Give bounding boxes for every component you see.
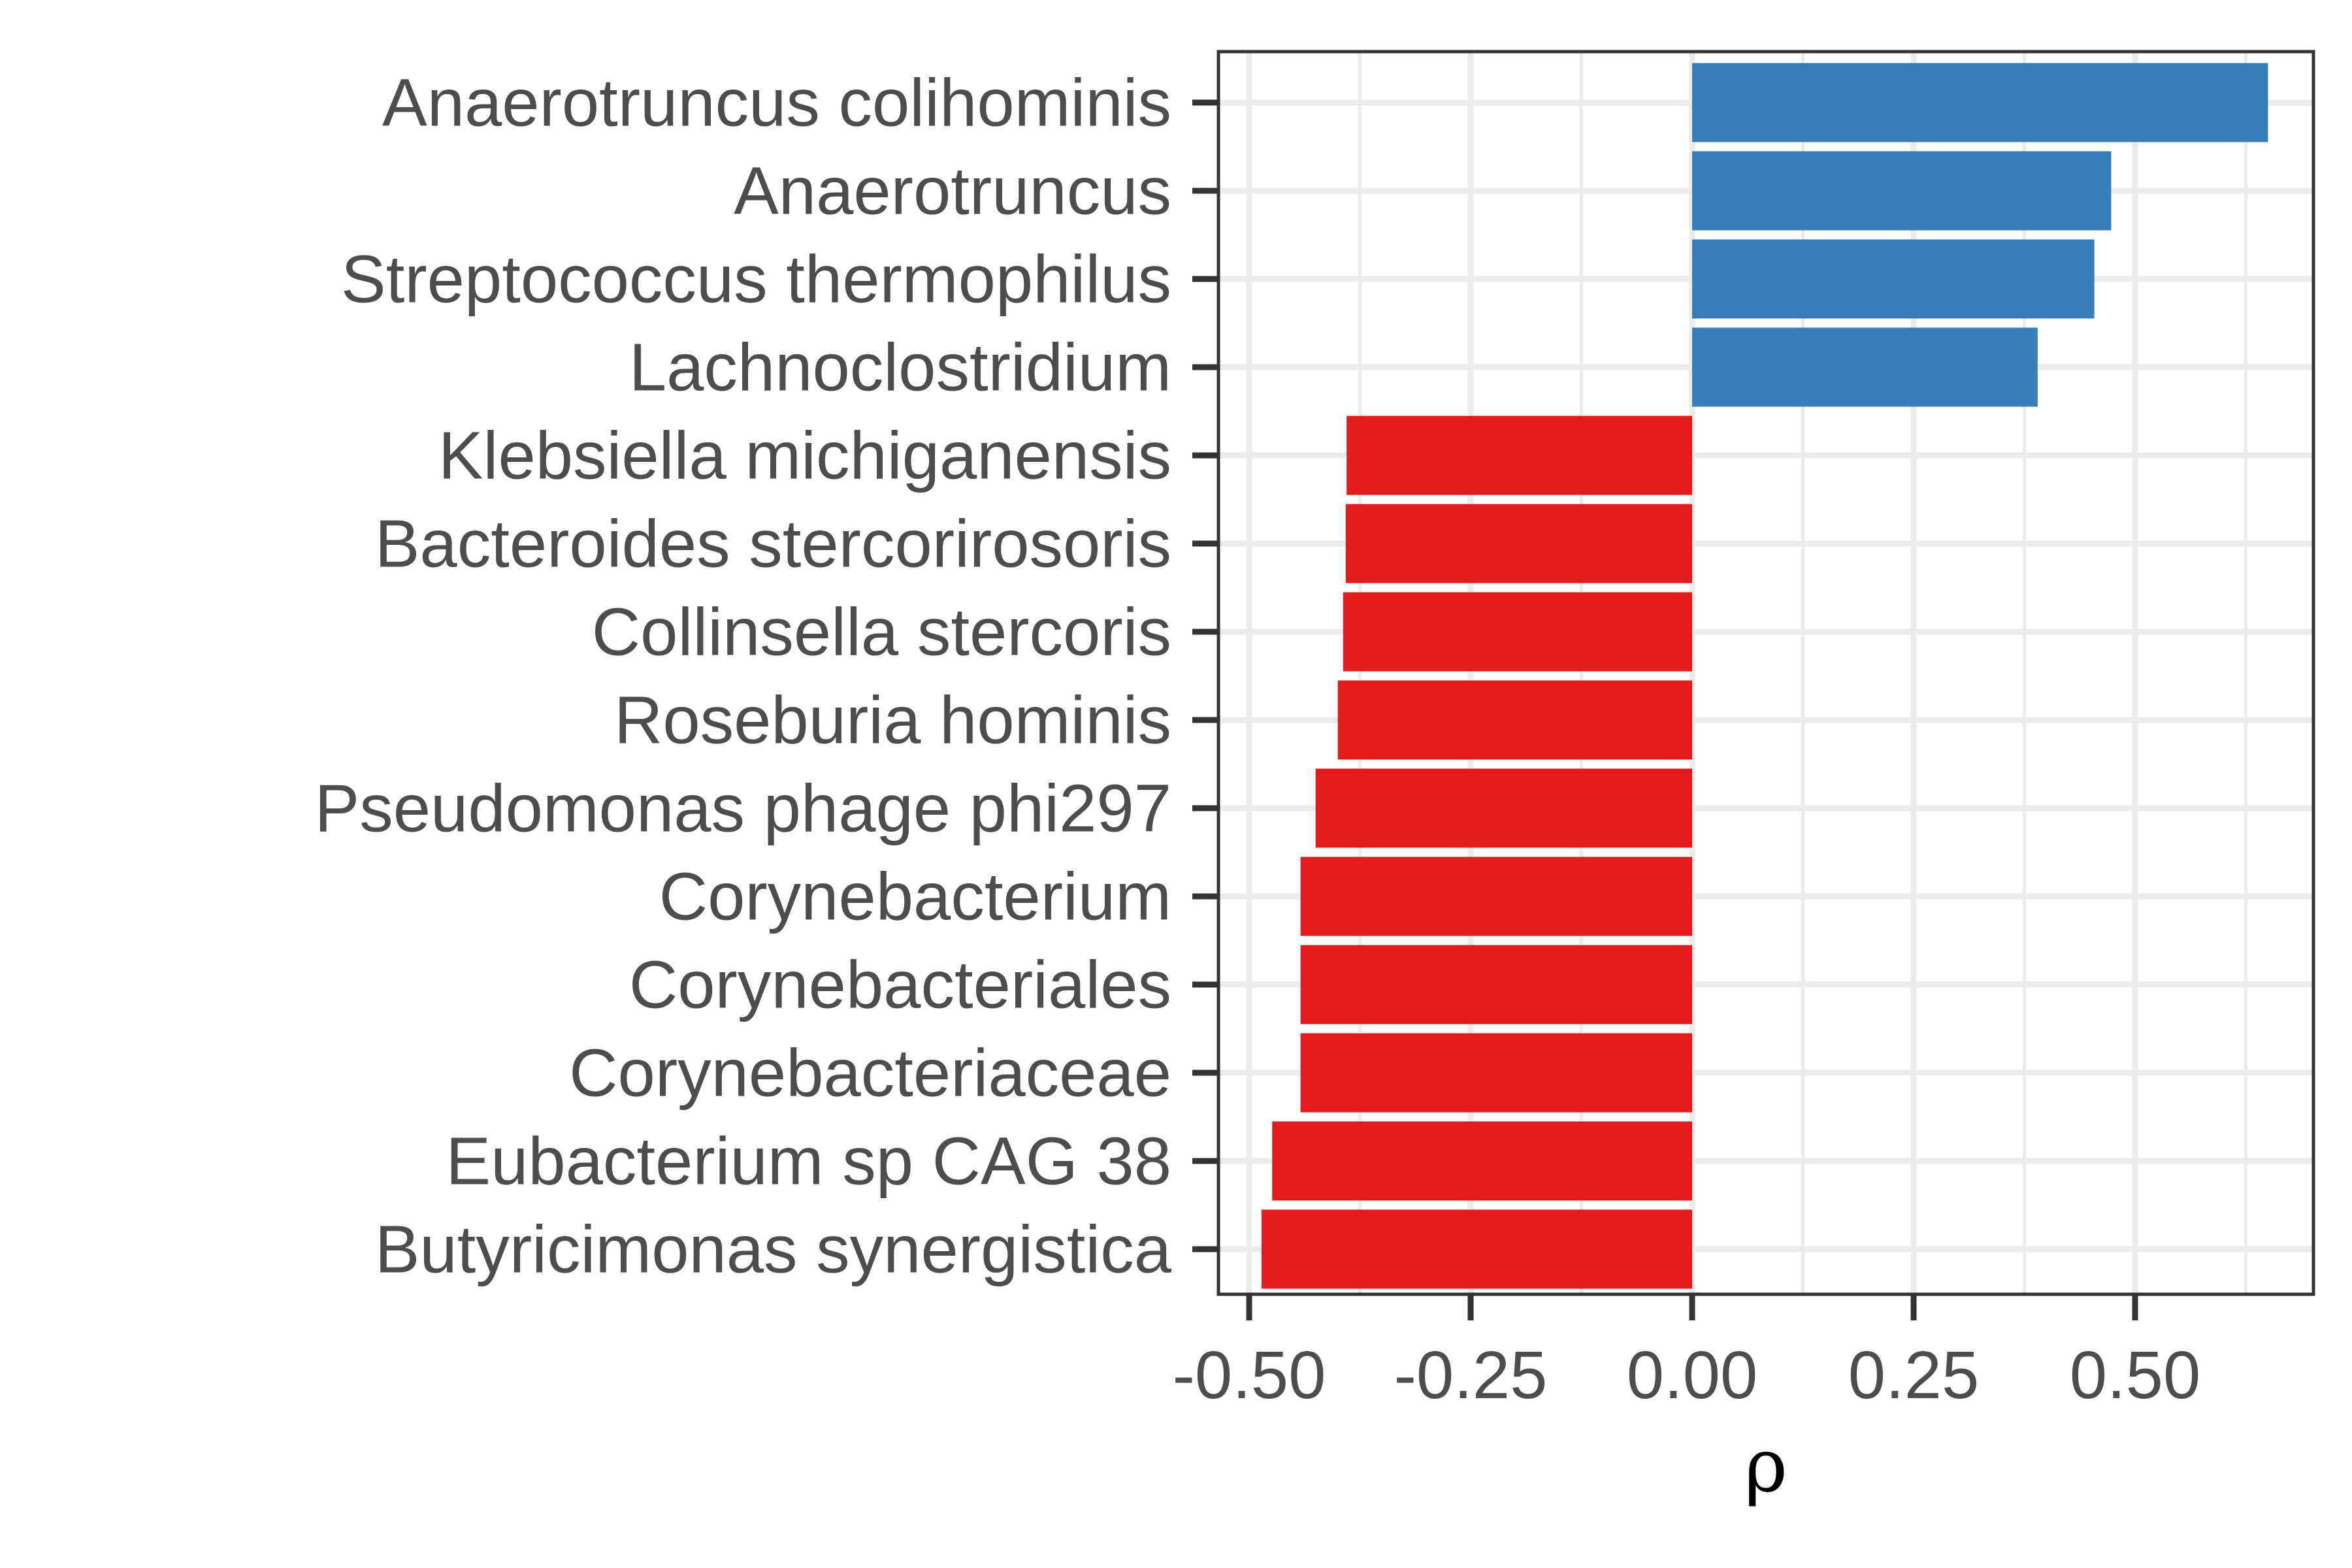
- bar: [1692, 239, 2095, 319]
- x-tick-label: -0.50: [1173, 1337, 1326, 1413]
- y-tick-label: Eubacterium sp CAG 38: [446, 1124, 1171, 1199]
- x-tick-label: 0.00: [1627, 1337, 1757, 1413]
- bar: [1300, 1033, 1692, 1113]
- y-tick-label: Corynebacteriales: [629, 947, 1171, 1022]
- bar: [1692, 63, 2268, 142]
- x-tick-label: 0.25: [1848, 1337, 1979, 1413]
- x-axis-title: ρ: [1744, 1424, 1788, 1509]
- y-tick-label: Collinsella stercoris: [592, 595, 1171, 670]
- y-tick-label: Butyricimonas synergistica: [375, 1212, 1172, 1287]
- panel-border: [1217, 50, 2315, 1296]
- y-tick-label: Bacteroides stercorirosoris: [375, 506, 1171, 581]
- y-tick-label: Anaerotruncus: [734, 154, 1171, 229]
- y-tick-label: Corynebacterium: [659, 859, 1171, 934]
- bar: [1261, 1209, 1692, 1289]
- y-tick-label: Corynebacteriaceae: [569, 1036, 1171, 1111]
- bars: [1261, 63, 2268, 1289]
- y-axis: Anaerotruncus colihominis Anaerotruncus St…: [315, 65, 1218, 1287]
- y-tick-label: Anaerotruncus colihominis: [382, 65, 1171, 140]
- bar: [1345, 504, 1692, 583]
- bar: [1692, 151, 2112, 231]
- bar: [1343, 592, 1692, 672]
- bar: [1315, 768, 1692, 848]
- plot-panel: [1217, 50, 2315, 1296]
- bar: [1692, 327, 2038, 407]
- bar: [1337, 680, 1692, 760]
- bar: [1272, 1121, 1692, 1201]
- x-tick-label: 0.50: [2070, 1337, 2200, 1413]
- x-axis: -0.50 -0.25 0.00 0.25 0.50: [1173, 1294, 2200, 1413]
- bar: [1347, 416, 1692, 495]
- bar: [1300, 857, 1692, 936]
- bar: [1300, 945, 1692, 1024]
- y-tick-label: Lachnoclostridium: [629, 330, 1171, 405]
- y-tick-label: Pseudomonas phage phi297: [315, 771, 1171, 846]
- y-tick-label: Klebsiella michiganensis: [438, 418, 1171, 493]
- x-tick-label: -0.25: [1394, 1337, 1548, 1413]
- y-tick-label: Roseburia hominis: [614, 683, 1171, 758]
- y-tick-label: Streptococcus thermophilus: [341, 242, 1171, 317]
